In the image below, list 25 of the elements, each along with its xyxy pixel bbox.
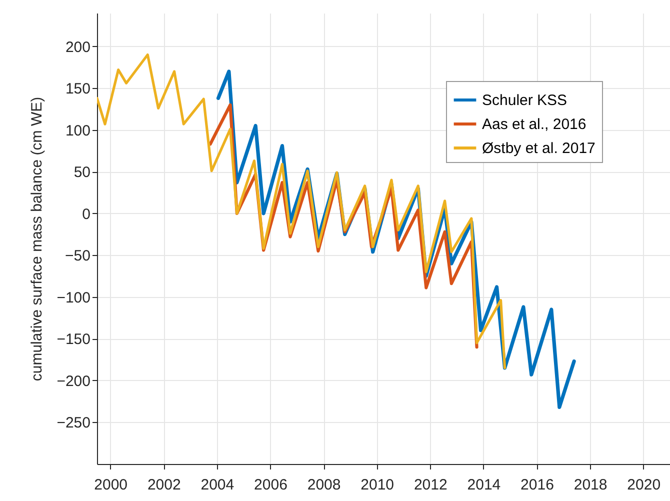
y-tick-label: 150 — [65, 80, 90, 98]
y-tick-label: −250 — [56, 414, 90, 432]
x-tick-label: 2006 — [254, 476, 288, 494]
legend-label: Østby et al. 2017 — [482, 140, 596, 157]
x-tick-label: 2004 — [200, 476, 234, 494]
x-tick-label: 2000 — [94, 476, 128, 494]
x-tick-label: 2002 — [147, 476, 181, 494]
legend-label: Schuler KSS — [482, 92, 568, 109]
legend-label: Aas et al., 2016 — [482, 116, 586, 133]
y-tick-label: −200 — [56, 372, 90, 390]
y-tick-label: 0 — [82, 206, 90, 223]
x-tick-label: 2020 — [627, 476, 661, 494]
y-tick-label: 100 — [65, 122, 90, 140]
y-tick-label: 50 — [74, 164, 90, 182]
y-tick-label: −150 — [56, 331, 90, 348]
y-tick-label: −50 — [65, 248, 90, 265]
x-tick-label: 2012 — [414, 476, 448, 494]
y-tick-label: −100 — [56, 289, 90, 306]
x-tick-label: 2016 — [520, 476, 554, 494]
x-tick-label: 2014 — [467, 476, 501, 494]
x-tick-label: 2008 — [307, 476, 341, 494]
x-tick-label: 2010 — [360, 476, 394, 494]
x-tick-label: 2018 — [574, 476, 608, 494]
y-tick-label: 200 — [65, 38, 90, 56]
y-axis-title: cumulative surface mass balance (cm WE) — [28, 96, 46, 382]
